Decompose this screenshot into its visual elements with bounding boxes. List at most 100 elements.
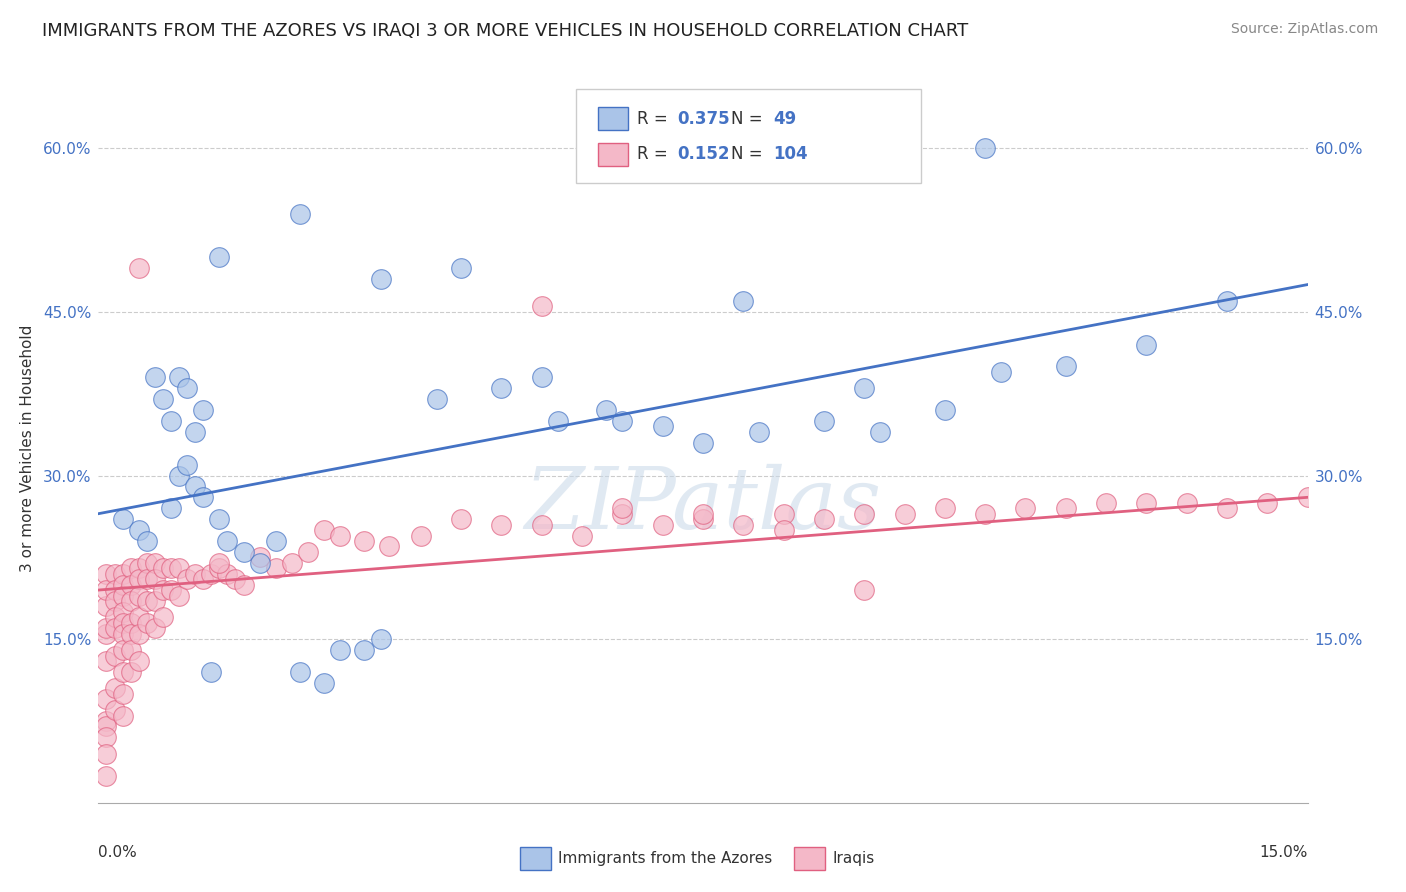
Point — [249, 556, 271, 570]
Point — [772, 507, 794, 521]
Point — [1175, 496, 1198, 510]
Point — [143, 594, 166, 608]
Point — [135, 556, 157, 570]
Point — [167, 370, 190, 384]
Point — [111, 687, 134, 701]
Point — [96, 692, 118, 706]
Point — [143, 572, 166, 586]
Point — [96, 654, 118, 668]
Text: IMMIGRANTS FROM THE AZORES VS IRAQI 3 OR MORE VEHICLES IN HOUSEHOLD CORRELATION : IMMIGRANTS FROM THE AZORES VS IRAQI 3 OR… — [42, 22, 969, 40]
Point — [96, 566, 118, 581]
Point — [651, 419, 673, 434]
Text: 0.0%: 0.0% — [98, 846, 138, 861]
Text: 104: 104 — [773, 145, 808, 163]
Point — [530, 300, 553, 314]
Point — [232, 577, 254, 591]
Text: 0.152: 0.152 — [678, 145, 730, 163]
Point — [1135, 496, 1157, 510]
Point — [184, 479, 207, 493]
Point — [288, 207, 311, 221]
Point — [111, 605, 134, 619]
Point — [111, 626, 134, 640]
Point — [571, 528, 593, 542]
Point — [135, 572, 157, 586]
Point — [377, 540, 399, 554]
Point — [96, 599, 118, 614]
Point — [329, 643, 352, 657]
Point — [103, 703, 125, 717]
Point — [853, 583, 876, 598]
Point — [167, 561, 190, 575]
Point — [103, 594, 125, 608]
Point — [974, 507, 997, 521]
Text: ZIPatlas: ZIPatlas — [524, 464, 882, 546]
Point — [1054, 359, 1077, 374]
Point — [103, 566, 125, 581]
Point — [103, 621, 125, 635]
Point — [853, 381, 876, 395]
Point — [491, 517, 513, 532]
Point — [167, 589, 190, 603]
Point — [120, 626, 142, 640]
Point — [152, 610, 174, 624]
Point — [217, 533, 239, 548]
Point — [224, 572, 246, 586]
Point — [813, 414, 835, 428]
Point — [152, 583, 174, 598]
Point — [103, 583, 125, 598]
Point — [96, 747, 118, 761]
Point — [853, 507, 876, 521]
Point — [111, 643, 134, 657]
Text: N =: N = — [731, 110, 768, 128]
Point — [934, 501, 956, 516]
Point — [111, 589, 134, 603]
Point — [772, 523, 794, 537]
Point — [120, 665, 142, 679]
Point — [128, 626, 150, 640]
Point — [491, 381, 513, 395]
Point — [990, 365, 1012, 379]
Point — [208, 512, 231, 526]
Point — [184, 425, 207, 439]
Point — [530, 517, 553, 532]
Point — [176, 572, 198, 586]
Point — [111, 577, 134, 591]
Text: N =: N = — [731, 145, 768, 163]
Point — [692, 512, 714, 526]
Point — [96, 583, 118, 598]
Point — [160, 414, 183, 428]
Point — [314, 675, 336, 690]
Point — [748, 425, 770, 439]
Point — [103, 681, 125, 696]
Point — [547, 414, 569, 428]
Point — [143, 370, 166, 384]
Point — [1296, 491, 1319, 505]
Point — [111, 615, 134, 630]
Point — [193, 403, 215, 417]
Text: 15.0%: 15.0% — [1260, 846, 1308, 861]
Point — [1216, 293, 1239, 308]
Point — [288, 665, 311, 679]
Point — [120, 577, 142, 591]
Point — [111, 665, 134, 679]
Point — [692, 435, 714, 450]
Point — [143, 556, 166, 570]
Point — [217, 566, 239, 581]
Point — [96, 719, 118, 733]
Text: 49: 49 — [773, 110, 797, 128]
Point — [103, 648, 125, 663]
Text: R =: R = — [637, 110, 673, 128]
Point — [813, 512, 835, 526]
Point — [200, 566, 222, 581]
Point — [96, 714, 118, 728]
Text: Source: ZipAtlas.com: Source: ZipAtlas.com — [1230, 22, 1378, 37]
Point — [1216, 501, 1239, 516]
Point — [651, 517, 673, 532]
Point — [176, 381, 198, 395]
Point — [103, 610, 125, 624]
Point — [167, 468, 190, 483]
Point — [135, 594, 157, 608]
Point — [111, 566, 134, 581]
Point — [314, 523, 336, 537]
Point — [128, 610, 150, 624]
